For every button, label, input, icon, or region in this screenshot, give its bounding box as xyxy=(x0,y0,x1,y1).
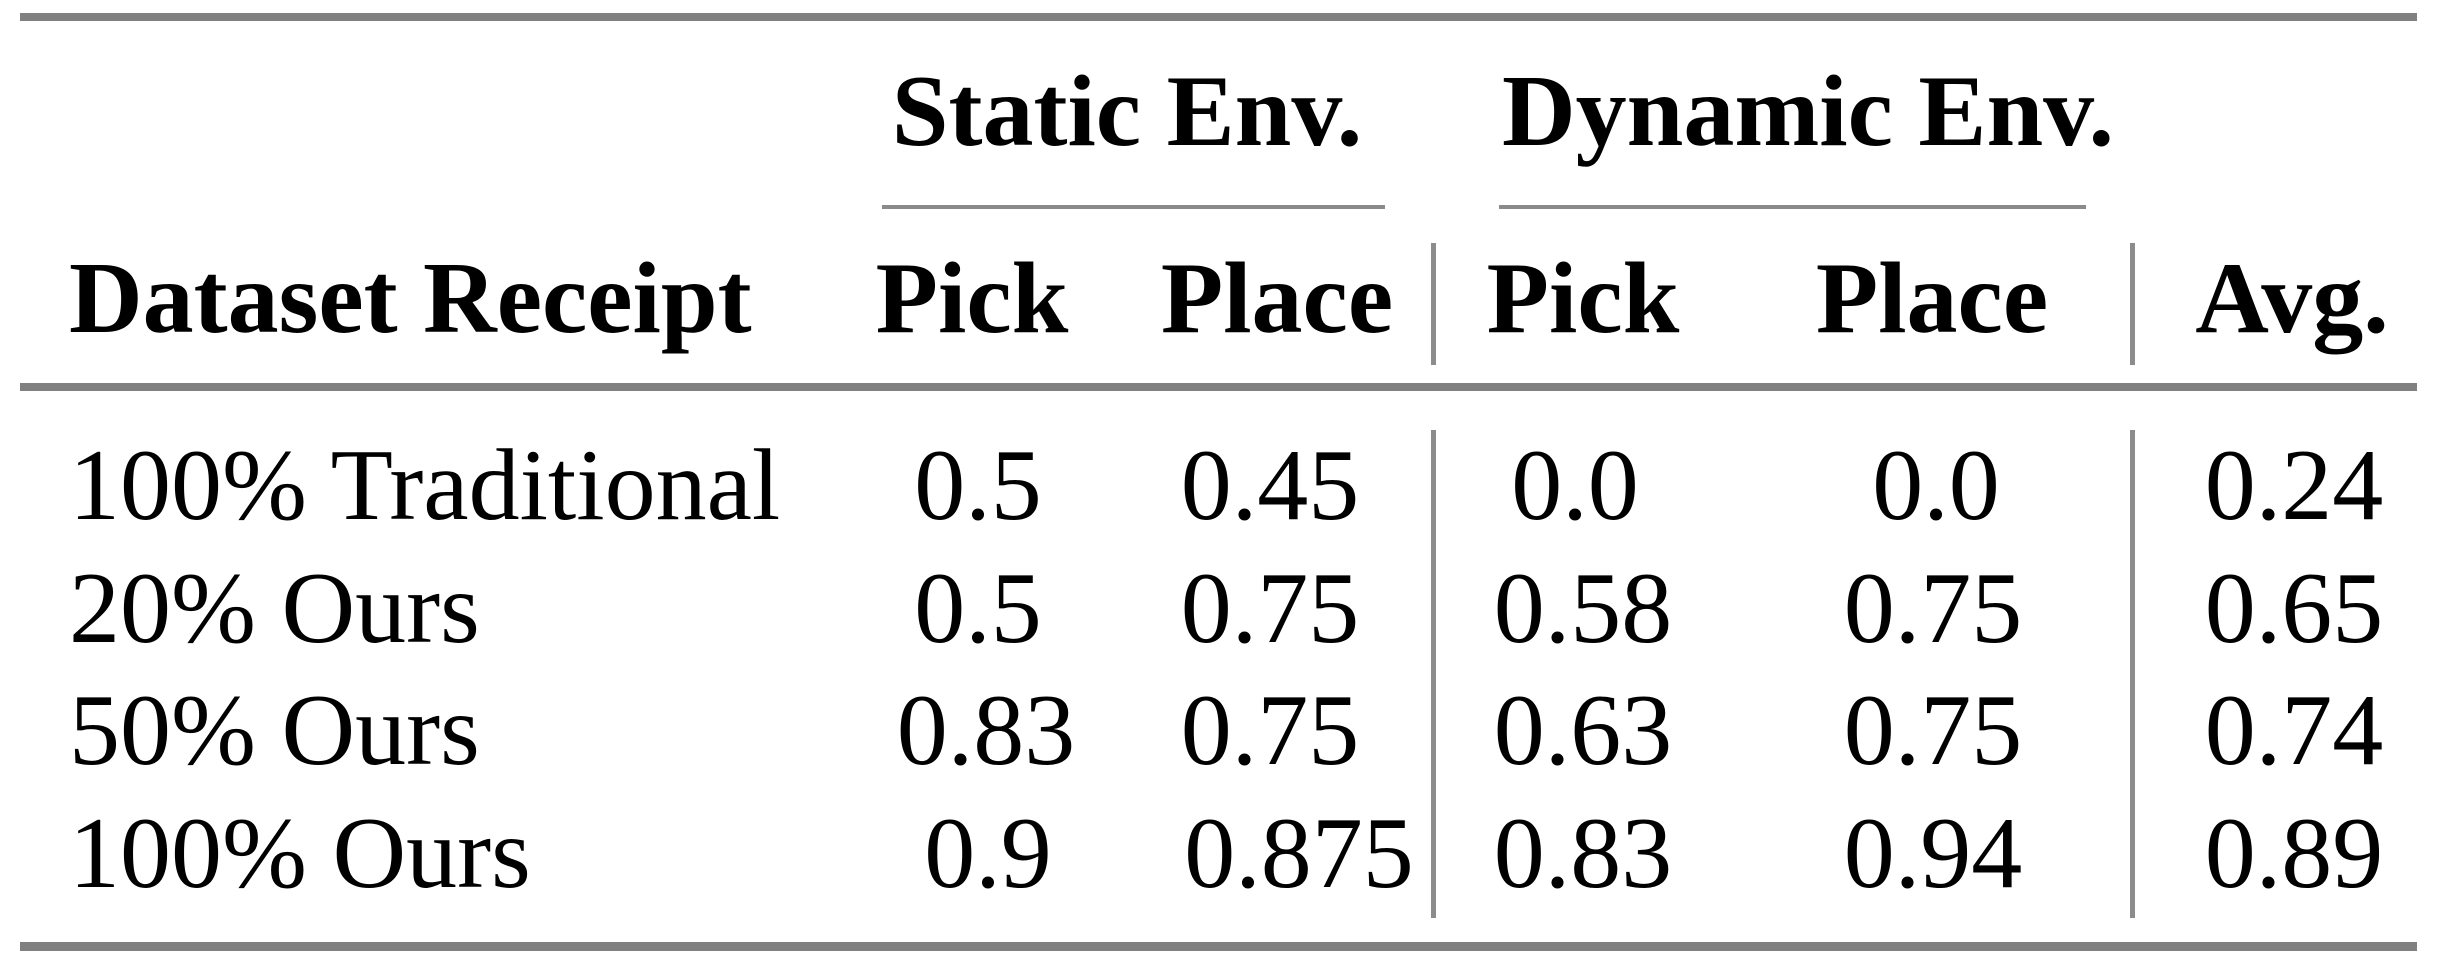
dynamic-env-cmidrule xyxy=(1499,205,2086,209)
row-label: 50% Ours xyxy=(69,674,480,787)
header-vertical-divider-avg xyxy=(2130,243,2135,365)
row-label: 20% Ours xyxy=(69,552,480,665)
cell-static-pick: 0.5 xyxy=(914,429,1042,542)
row-label: 100% Ours xyxy=(69,797,531,910)
cell-static-pick: 0.9 xyxy=(924,797,1052,910)
cell-avg: 0.74 xyxy=(2204,674,2384,787)
column-header-avg: Avg. xyxy=(2195,242,2389,355)
cell-avg: 0.65 xyxy=(2204,552,2384,665)
cell-static-pick: 0.5 xyxy=(914,552,1042,665)
cell-dynamic-place: 0.75 xyxy=(1843,674,2023,787)
cell-avg: 0.89 xyxy=(2204,797,2384,910)
static-env-cmidrule xyxy=(882,205,1385,209)
cell-static-place: 0.45 xyxy=(1180,429,1360,542)
cell-dynamic-place: 0.75 xyxy=(1843,552,2023,665)
cell-dynamic-pick: 0.58 xyxy=(1493,552,1673,665)
header-vertical-divider-static-dynamic xyxy=(1431,243,1436,365)
cell-static-pick: 0.83 xyxy=(896,674,1076,787)
group-header-static-env: Static Env. xyxy=(891,55,1363,168)
body-vertical-divider-static-dynamic xyxy=(1431,430,1436,918)
group-header-dynamic-env: Dynamic Env. xyxy=(1501,55,2115,168)
header-separator-rule xyxy=(20,383,2417,391)
cell-dynamic-pick: 0.83 xyxy=(1493,797,1673,910)
cell-dynamic-pick: 0.0 xyxy=(1511,429,1639,542)
column-header-dynamic-pick: Pick xyxy=(1486,242,1680,355)
row-label: 100% Traditional xyxy=(69,429,781,542)
column-header-static-place: Place xyxy=(1160,242,1394,355)
cell-static-place: 0.75 xyxy=(1180,552,1360,665)
column-header-static-pick: Pick xyxy=(875,242,1069,355)
cell-static-place: 0.875 xyxy=(1184,797,1414,910)
cell-dynamic-pick: 0.63 xyxy=(1493,674,1673,787)
top-rule xyxy=(20,13,2417,21)
column-header-dataset-receipt: Dataset Receipt xyxy=(69,242,752,355)
bottom-rule xyxy=(20,942,2417,951)
cell-dynamic-place: 0.0 xyxy=(1872,429,2000,542)
cell-dynamic-place: 0.94 xyxy=(1843,797,2023,910)
cell-avg: 0.24 xyxy=(2204,429,2384,542)
cell-static-place: 0.75 xyxy=(1180,674,1360,787)
body-vertical-divider-avg xyxy=(2130,430,2135,918)
column-header-dynamic-place: Place xyxy=(1815,242,2049,355)
